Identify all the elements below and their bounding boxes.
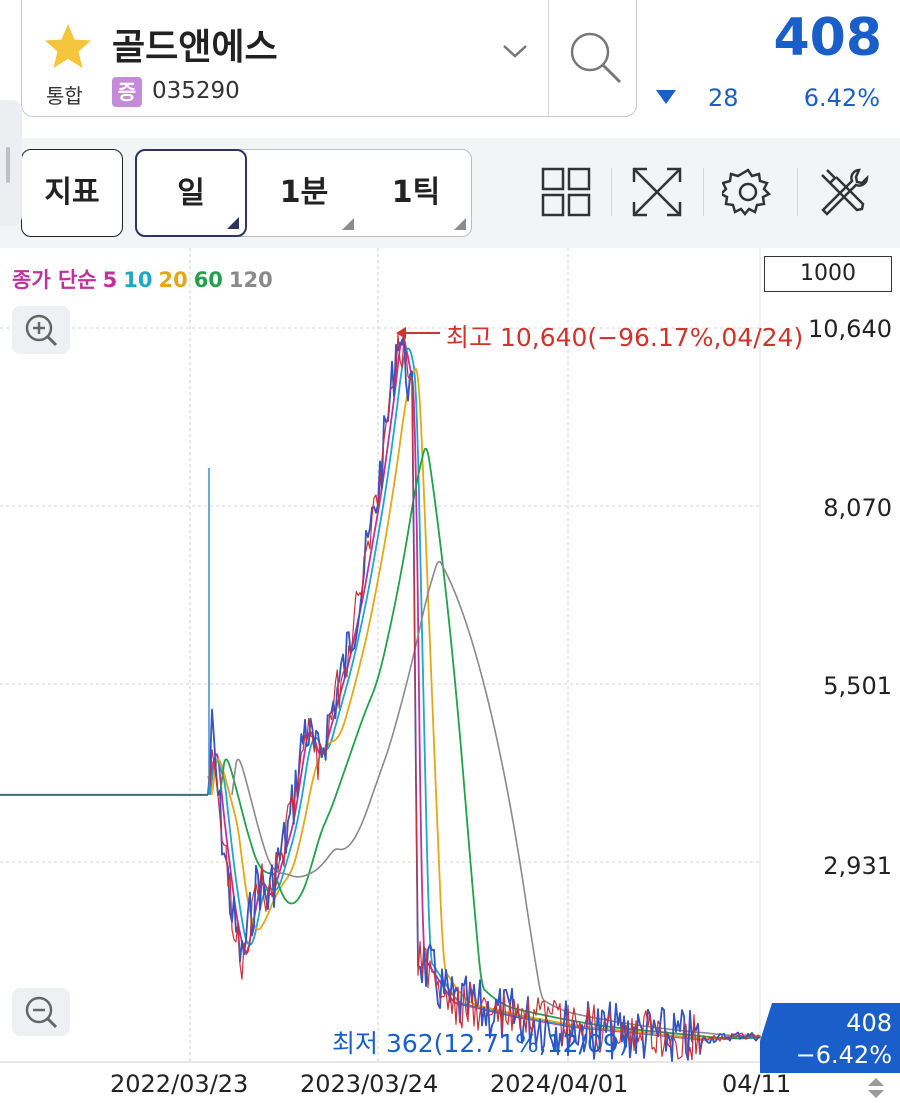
- dropdown-corner-icon: [342, 218, 354, 230]
- price-line-red: [207, 333, 761, 1061]
- ma-line-10: [209, 347, 761, 1041]
- divider: [611, 168, 612, 216]
- search-icon[interactable]: [566, 28, 626, 88]
- price-line-blue: [207, 332, 761, 1062]
- current-price-tag-change: −6.42%: [795, 1041, 892, 1069]
- divider: [548, 0, 549, 116]
- period-minute-label: 1분: [279, 175, 329, 210]
- current-price-tag: 408 −6.42%: [760, 1003, 900, 1073]
- divider: [797, 168, 798, 216]
- price-change: 28: [708, 84, 739, 112]
- chart-toolbar: 지표 일 1분 1틱: [0, 138, 900, 248]
- zoom-in-icon: [25, 314, 58, 347]
- x-tick-label: 2022/03/23: [110, 1070, 249, 1098]
- period-day-button[interactable]: 일: [135, 149, 247, 237]
- moving-average-lines: [207, 337, 761, 1041]
- ma-line-5: [207, 337, 761, 1041]
- ma-line-120: [231, 560, 761, 1039]
- market-label: 통합: [46, 84, 83, 108]
- y-tick-label: 5,501: [823, 672, 892, 700]
- stock-name: 골드앤에스: [112, 27, 278, 68]
- settings-icon[interactable]: [722, 166, 774, 218]
- high-arrow-head: [396, 327, 406, 339]
- down-arrow-icon: [656, 90, 676, 104]
- ma-line-20: [211, 368, 761, 1041]
- indicator-button[interactable]: 지표: [21, 149, 123, 237]
- price-line: [0, 332, 761, 1062]
- chart-grid: [0, 248, 900, 1063]
- fullscreen-icon[interactable]: [631, 166, 683, 218]
- y-tick-label: 8,070: [823, 494, 892, 522]
- stock-selector[interactable]: 골드앤에스 통합 증 035290: [21, 0, 637, 117]
- x-tick-label: 04/11: [722, 1070, 792, 1098]
- ma-legend-prefix: 종가 단순: [12, 268, 97, 292]
- period-day-label: 일: [177, 176, 205, 211]
- price-change-pct: 6.42%: [803, 84, 880, 112]
- divider: [703, 168, 704, 216]
- zoom-in-button[interactable]: [12, 306, 70, 354]
- ma-5-label: 5: [102, 268, 118, 292]
- x-tick-label: 2023/03/24: [300, 1070, 439, 1098]
- x-tick-label: 2024/04/01: [490, 1070, 629, 1098]
- market-badge: 증: [112, 77, 142, 107]
- period-tick-label: 1틱: [391, 175, 441, 210]
- layout-grid-icon[interactable]: [540, 166, 592, 218]
- ma-60-label: 60: [193, 268, 223, 292]
- drawer-grip-icon: [6, 147, 10, 183]
- ma-120-label: 120: [228, 268, 273, 292]
- tools-icon[interactable]: [817, 166, 869, 218]
- ma-20-label: 20: [158, 268, 188, 292]
- zoom-out-icon: [25, 996, 58, 1029]
- ma-10-label: 10: [123, 268, 153, 292]
- chevron-down-icon[interactable]: [500, 40, 530, 62]
- ma-line-60: [219, 447, 761, 1040]
- dropdown-corner-icon: [227, 217, 239, 229]
- high-marker-arrow: [396, 327, 440, 339]
- dropdown-corner-icon: [454, 218, 466, 230]
- period-tick-button[interactable]: 1틱: [360, 150, 472, 236]
- stock-code: 035290: [152, 78, 240, 104]
- high-annotation: 최고 10,640(−96.17%,04/24): [446, 323, 804, 352]
- zoom-out-button[interactable]: [12, 988, 70, 1036]
- star-icon[interactable]: [42, 22, 94, 72]
- current-price: 408: [773, 8, 882, 68]
- period-minute-button[interactable]: 1분: [248, 150, 360, 236]
- y-tick-label: 2,931: [823, 852, 892, 880]
- period-selector: 일 1분 1틱: [135, 149, 472, 237]
- data-count-input[interactable]: 1000: [764, 256, 892, 292]
- side-drawer-handle[interactable]: [0, 100, 22, 226]
- scroll-toggle-icon[interactable]: [864, 1076, 888, 1100]
- low-annotation: 최저 362(12.71%,12/09): [332, 1029, 629, 1058]
- current-price-tag-value: 408: [846, 1009, 892, 1037]
- y-tick-label: 10,640: [808, 315, 892, 343]
- ma-legend[interactable]: 종가 단순 5 10 20 60 120: [12, 264, 279, 294]
